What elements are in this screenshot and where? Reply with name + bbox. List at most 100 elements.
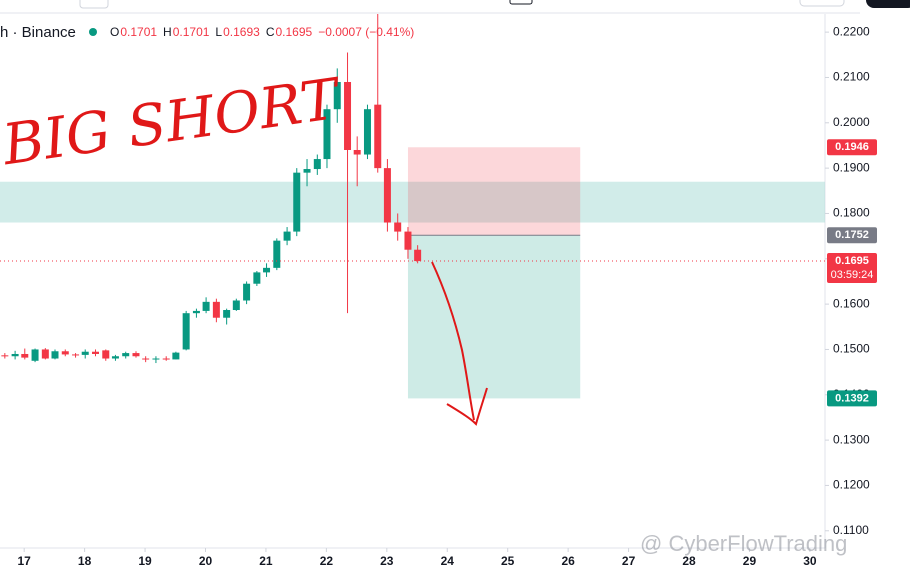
- x-tick-label: 26: [561, 554, 575, 568]
- x-tick-label: 19: [138, 554, 152, 568]
- candle-body: [172, 352, 180, 360]
- candle-body: [122, 353, 130, 357]
- candle-body: [111, 356, 119, 359]
- y-tick-label: 0.1300: [833, 432, 870, 446]
- y-tick-label: 0.1900: [833, 160, 870, 174]
- candle-body: [313, 159, 321, 170]
- zone: [0, 181, 825, 223]
- candle-body: [212, 301, 220, 318]
- candle-body: [273, 240, 281, 268]
- candle-body: [293, 172, 301, 232]
- candle-body: [202, 301, 210, 311]
- target-zone: [407, 235, 581, 399]
- price-label-box: [827, 227, 877, 244]
- candle-body: [323, 109, 331, 160]
- candle-body: [1, 355, 9, 357]
- legend: h · Binance: [0, 24, 97, 41]
- y-tick-label: 0.1800: [833, 206, 870, 220]
- watermark: @ CyberFlowTrading: [640, 531, 847, 556]
- x-tick-label: 25: [501, 554, 515, 568]
- y-tick-label: 0.1100: [833, 523, 869, 537]
- candle-body: [353, 149, 361, 155]
- candle-body: [152, 358, 160, 360]
- y-tick-label: 0.1500: [833, 342, 870, 356]
- candle-body: [91, 351, 99, 354]
- price-label-box: [827, 139, 877, 156]
- y-tick-label: 0.1600: [833, 296, 870, 310]
- x-tick-label: 17: [17, 554, 31, 568]
- x-tick-label: 20: [199, 554, 213, 568]
- candle-body: [404, 231, 412, 250]
- status-dot: [89, 28, 97, 36]
- candle-body: [41, 349, 49, 359]
- candle-body: [363, 109, 371, 155]
- x-tick-label: 28: [682, 554, 696, 568]
- stop-zone: [407, 147, 581, 236]
- toolbar-button[interactable]: [799, 0, 845, 7]
- ohlc-key: O: [110, 25, 119, 39]
- candle-body: [232, 300, 240, 311]
- ohlc-value: 0.1701: [173, 25, 210, 39]
- candle-body: [132, 353, 140, 357]
- candle-body: [333, 81, 341, 110]
- candle-body: [81, 351, 89, 355]
- symbol: h · Binance: [0, 24, 76, 41]
- candle-body: [51, 351, 59, 359]
- candle-body: [182, 313, 190, 350]
- ohlc-legend: O 0.1701 H 0.1701 L 0.1693 C 0.1695 −0.0007 (−0.…: [110, 25, 414, 39]
- y-tick-label: 0.2200: [833, 24, 870, 38]
- y-tick-label: 0.2100: [833, 70, 870, 84]
- toolbar: [0, 0, 910, 14]
- ohlc-key: C: [266, 25, 275, 39]
- candle-body: [253, 272, 261, 284]
- ohlc-value: 0.1693: [223, 25, 260, 39]
- candle-body: [243, 283, 251, 301]
- toolbar-button[interactable]: [866, 0, 910, 8]
- candle-body: [11, 353, 19, 357]
- x-tick-label: 30: [803, 554, 817, 568]
- candle-body: [162, 358, 170, 360]
- candle-body: [383, 168, 391, 223]
- x-tick-label: 22: [320, 554, 334, 568]
- candle-body: [414, 249, 422, 262]
- change: −0.0007 (−0.41%): [318, 25, 414, 39]
- toolbar-button[interactable]: [509, 0, 533, 5]
- y-tick-label: 0.2000: [833, 115, 870, 129]
- price-label: 0.1752: [835, 229, 869, 241]
- candle-body: [142, 358, 150, 360]
- candle-body: [374, 104, 382, 169]
- candle-body: [223, 310, 231, 318]
- plot: 0.22000.21000.20000.19000.18000.17000.16…: [0, 14, 877, 568]
- toolbar-button[interactable]: [79, 0, 109, 9]
- price-label: 0.1695: [835, 255, 869, 267]
- price-timer: 03:59:24: [831, 269, 874, 281]
- candle-body: [263, 267, 271, 273]
- x-tick-label: 29: [743, 554, 757, 568]
- x-tick-label: 27: [622, 554, 636, 568]
- candle-body: [102, 350, 110, 359]
- candle-body: [21, 353, 29, 358]
- ohlc-key: H: [163, 25, 172, 39]
- hand-drawn-arrow: [431, 261, 488, 426]
- x-tick-label: 21: [259, 554, 273, 568]
- candle-body: [72, 354, 80, 356]
- ohlc-value: 0.1701: [120, 25, 157, 39]
- x-tick-label: 23: [380, 554, 394, 568]
- x-tick-label: 18: [78, 554, 92, 568]
- x-tick-label: 24: [441, 554, 455, 568]
- candle-body: [283, 231, 291, 241]
- candle-body: [344, 81, 352, 150]
- ohlc-value: 0.1695: [275, 25, 312, 39]
- candle-body: [394, 222, 402, 232]
- ohlc-key: L: [215, 25, 222, 39]
- price-label-box: [827, 390, 877, 407]
- price-label: 0.1946: [835, 141, 869, 153]
- candle-body: [61, 351, 69, 355]
- candle-body: [303, 169, 311, 173]
- price-label-box: [827, 253, 877, 284]
- candle-body: [192, 310, 200, 314]
- price-label: 0.1392: [835, 392, 869, 404]
